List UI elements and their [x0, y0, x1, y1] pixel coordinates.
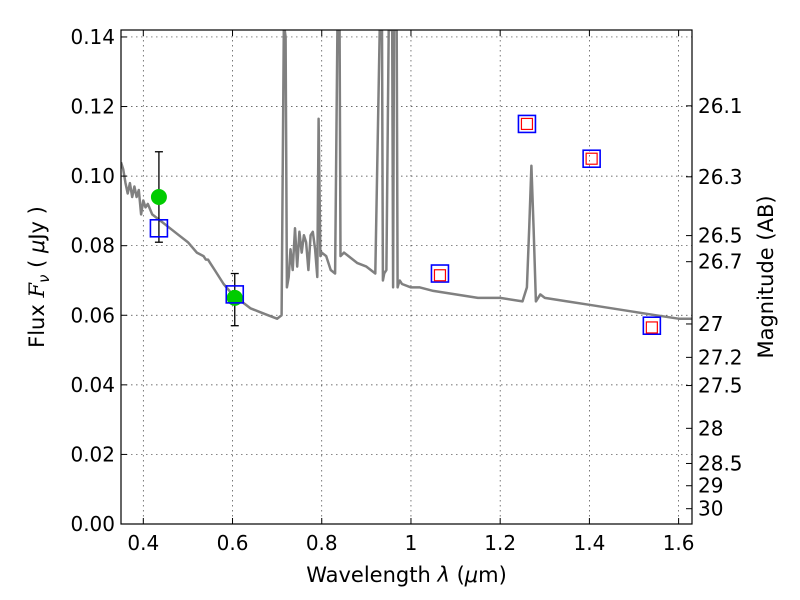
right-tick-label: 26.7 — [698, 250, 743, 274]
plot-frame — [120, 29, 693, 525]
upper-limit-square — [433, 269, 447, 282]
x-tick-label: 1.6 — [663, 531, 695, 555]
grid — [121, 30, 692, 525]
y-tick-label: 0.00 — [70, 512, 115, 536]
right-tick-label: 28.5 — [698, 451, 743, 475]
y-tick-label: 0.04 — [70, 373, 115, 397]
right-tick-label: 28 — [698, 416, 723, 440]
right-tick-label: 26.1 — [698, 94, 743, 118]
right-tick-label: 27.2 — [698, 345, 743, 369]
right-axis-label: Magnitude (AB) — [754, 195, 778, 358]
x-tick-label: 0.8 — [306, 531, 338, 555]
right-tick-label: 27 — [698, 312, 723, 336]
y-tick-label: 0.12 — [70, 95, 115, 119]
x-tick-label: 1.2 — [484, 531, 516, 555]
model-flux-square — [430, 264, 450, 283]
x-tick-label: 0.6 — [217, 531, 249, 555]
right-tick-label: 27.5 — [698, 374, 743, 398]
model-flux-square — [225, 285, 245, 304]
x-tick-label: 1.4 — [573, 531, 605, 555]
model-flux-square — [149, 218, 169, 238]
model-spectrum-line — [121, 30, 692, 320]
y-tick-label: 0.06 — [70, 303, 115, 327]
upper-limit-square — [520, 117, 534, 131]
ticks: 0.4 0.6 0.8 1 1.2 1.4 1.6 0.00 0.02 0.04 0.06 0.08 0… — [70, 25, 742, 555]
model-flux-square — [582, 149, 601, 169]
y-tick-label: 0.02 — [70, 442, 115, 466]
right-tick-label: 26.3 — [698, 165, 743, 189]
upper-limit-square — [585, 152, 598, 165]
x-axis-label: Wavelength λ (μm) — [306, 563, 507, 587]
right-tick-label: 26.5 — [698, 224, 743, 248]
right-tick-label: 29 — [698, 474, 723, 498]
model-flux-square — [517, 114, 537, 134]
y-axis-label: Flux Fν ( μJy ) — [25, 206, 53, 348]
upper-limit-square — [645, 321, 658, 334]
model-flux-square — [642, 316, 662, 336]
y-tick-label: 0.14 — [70, 25, 115, 49]
plot-area — [121, 30, 692, 336]
observed-flux-point — [150, 188, 167, 205]
y-tick-label: 0.08 — [70, 234, 115, 258]
x-tick-label: 0.4 — [127, 531, 159, 555]
right-tick-label: 30 — [698, 497, 723, 521]
y-tick-label: 0.10 — [70, 164, 115, 188]
x-tick-label: 1 — [405, 531, 418, 555]
observed-flux-point — [226, 289, 243, 306]
